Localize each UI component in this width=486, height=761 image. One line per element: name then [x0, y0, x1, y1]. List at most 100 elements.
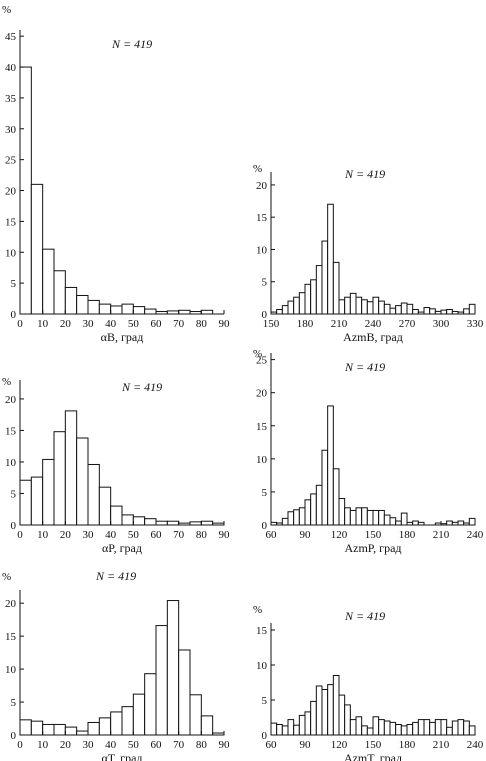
histogram-bar — [321, 240, 329, 315]
y-tick-label: 25 — [256, 355, 268, 367]
x-tick-label: 180 — [297, 318, 314, 330]
histogram-bar — [361, 299, 368, 315]
x-tick-label: 330 — [467, 318, 484, 330]
sample-size-label: N = 419 — [121, 380, 162, 394]
histogram-bar — [200, 309, 214, 315]
histogram-bar — [76, 437, 89, 526]
x-tick-label: 80 — [196, 739, 208, 751]
histogram-bar — [349, 719, 357, 736]
histogram-bar — [110, 505, 123, 526]
x-tick-label: 70 — [173, 529, 185, 541]
x-tick-label: 210 — [433, 739, 450, 751]
percent-symbol: % — [253, 604, 262, 616]
y-tick-label: 5 — [262, 695, 268, 707]
x-tick-label: 240 — [467, 529, 484, 541]
histogram-bar — [200, 715, 214, 736]
y-tick-label: 20 — [256, 388, 268, 400]
y-tick-label: 15 — [256, 212, 268, 224]
x-tick-label: 50 — [128, 739, 140, 751]
x-tick-label: 80 — [196, 318, 208, 330]
x-tick-label: 10 — [37, 318, 49, 330]
x-tick-label: 90 — [300, 529, 312, 541]
histogram-bar — [434, 719, 442, 736]
histogram-bar — [361, 725, 368, 736]
y-tick-label: 35 — [5, 93, 17, 105]
histogram-bar — [293, 296, 300, 315]
x-tick-label: 40 — [105, 318, 117, 330]
histogram-bar — [395, 724, 402, 736]
histogram-bar — [400, 512, 408, 526]
x-tick-label: 80 — [196, 529, 208, 541]
x-tick-label: 60 — [151, 529, 163, 541]
histogram-bar — [400, 302, 408, 315]
y-tick-label-zero: 0 — [11, 730, 17, 742]
y-tick-label: 5 — [262, 277, 268, 289]
histogram-bar — [338, 299, 346, 315]
histogram-bar — [281, 517, 289, 526]
x-tick-label: 10 — [37, 529, 49, 541]
x-tick-label: 150 — [263, 318, 280, 330]
y-tick-label: 15 — [5, 631, 17, 643]
histogram-bar — [412, 308, 419, 315]
y-tick-label-zero: 0 — [262, 309, 268, 321]
histogram-bar — [293, 509, 300, 526]
histogram-bar — [178, 309, 191, 315]
y-tick-label-zero: 0 — [262, 730, 268, 742]
y-tick-label: 15 — [256, 421, 268, 433]
histogram-bar — [366, 509, 374, 526]
x-tick-label: 60 — [266, 739, 278, 751]
histogram-bar — [110, 305, 123, 315]
histogram-bar — [121, 514, 134, 526]
histogram-bar — [64, 726, 78, 736]
y-tick-label: 10 — [5, 664, 17, 676]
histogram-bar — [344, 296, 351, 315]
histogram-bar — [446, 308, 453, 315]
histogram-bar — [155, 625, 168, 736]
percent-symbol: % — [253, 348, 262, 360]
histogram-bar — [304, 499, 312, 526]
y-tick-label: 10 — [256, 454, 268, 466]
histogram-bar — [372, 296, 380, 315]
histogram-bar — [298, 714, 306, 736]
panel-azm-b: 150 180 210 240 270 300 330 5 10 15 20 0% N = 419 Azm… — [253, 163, 484, 344]
y-tick-label-zero: 0 — [11, 520, 17, 532]
x-tick-label: 70 — [173, 318, 185, 330]
histogram-bar — [304, 711, 312, 736]
y-tick-label: 10 — [5, 457, 17, 469]
histogram-bar — [98, 486, 112, 526]
histogram-bar — [327, 684, 334, 736]
y-tick-label: 5 — [11, 488, 17, 500]
histogram-bar — [446, 726, 453, 736]
histogram-bar — [110, 711, 123, 736]
percent-symbol: % — [253, 163, 262, 175]
histogram-bar — [166, 520, 180, 526]
x-tick-label: 0 — [17, 739, 23, 751]
histogram-bar — [327, 203, 334, 315]
histogram-bar — [30, 720, 44, 736]
histogram-bar — [281, 305, 289, 315]
x-tick-label: 150 — [365, 529, 382, 541]
x-tick-label: 30 — [83, 739, 95, 751]
x-tick-label: 40 — [105, 739, 117, 751]
x-axis-label: AzmT, град — [344, 751, 402, 761]
histogram-bar — [42, 248, 55, 315]
histogram-bar — [355, 716, 363, 736]
histogram-bar — [87, 299, 100, 315]
histogram-bar — [310, 279, 317, 315]
histogram-bar — [121, 706, 134, 736]
histogram-bar — [440, 719, 448, 736]
y-tick-label-zero: 0 — [11, 309, 17, 321]
y-tick-label: 40 — [5, 62, 17, 74]
histogram-bar — [144, 518, 157, 526]
x-tick-label: 10 — [37, 739, 49, 751]
sample-size-label: N = 419 — [111, 37, 152, 51]
x-tick-label: 90 — [219, 739, 231, 751]
histogram-bar — [344, 507, 351, 526]
histogram-bar — [468, 303, 476, 315]
histogram-bar — [412, 721, 419, 736]
histogram-bar — [270, 722, 278, 736]
panel-alpha-b: 0 10 20 30 40 50 60 70 80 90 5 10 15 20 25 30 35 40 45 0% N … — [2, 4, 230, 344]
y-tick-label: 20 — [5, 186, 17, 198]
x-tick-label: 90 — [219, 318, 231, 330]
histogram-bar — [389, 307, 397, 315]
